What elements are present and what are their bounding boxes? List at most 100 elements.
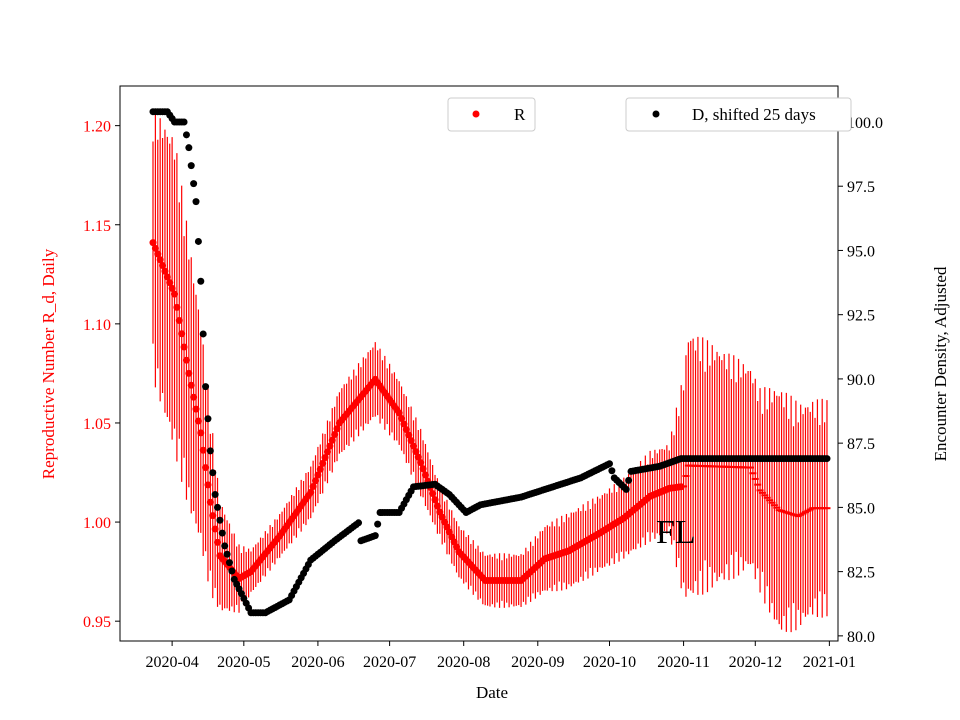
r-point <box>316 465 324 473</box>
r-point <box>321 454 329 462</box>
r-point <box>410 442 418 450</box>
r-point <box>214 538 222 546</box>
legend-r: R <box>447 97 536 132</box>
r-point <box>163 273 171 281</box>
d-point <box>218 529 226 537</box>
r-point <box>182 356 190 364</box>
r-point <box>171 290 179 298</box>
r-point <box>412 448 420 456</box>
x-tick-label: 2020-06 <box>291 654 344 671</box>
d-point <box>206 447 214 455</box>
r-point <box>309 483 317 491</box>
x-tick-label: 2020-10 <box>583 654 636 671</box>
r-point <box>206 498 214 506</box>
d-point <box>194 237 202 245</box>
d-point <box>180 118 188 126</box>
r-point <box>312 477 320 485</box>
r-point <box>326 442 334 450</box>
r-point <box>431 496 439 504</box>
y-tick-label-left: 1.10 <box>83 317 111 334</box>
r-point <box>161 267 169 275</box>
r-point <box>175 317 183 325</box>
d-point <box>204 415 212 423</box>
r-point <box>149 239 157 247</box>
r-point <box>180 343 188 351</box>
d-point <box>190 180 198 188</box>
r-point <box>185 369 193 377</box>
y-tick-label-right: 87.5 <box>847 436 875 453</box>
r-point <box>421 471 429 479</box>
y-tick-label-left: 0.95 <box>83 614 111 631</box>
r-point <box>417 459 425 467</box>
d-point <box>622 485 630 493</box>
axis-ticks: 2020-04 2020-05 2020-06 2020-07 2020-08 2020-… <box>83 115 883 671</box>
r-point <box>331 431 339 439</box>
d-point <box>214 503 222 511</box>
legend-d-marker <box>652 110 660 118</box>
y-tick-label-right: 95.0 <box>847 243 875 260</box>
r-point <box>211 525 219 533</box>
r-point <box>328 436 336 444</box>
d-point <box>211 491 219 499</box>
y-tick-label-left: 1.00 <box>83 515 111 532</box>
r-point <box>204 481 212 489</box>
d-point <box>355 519 363 527</box>
r-point <box>307 488 315 496</box>
d-point <box>187 162 195 170</box>
r-point <box>405 431 413 439</box>
d-point <box>625 476 633 484</box>
d-point <box>228 567 236 575</box>
plot-marks <box>149 108 831 633</box>
y-tick-label-left: 1.15 <box>83 218 111 235</box>
r-point <box>419 465 427 473</box>
d-point <box>223 550 231 558</box>
legend-r-marker <box>472 110 480 118</box>
x-tick-label: 2020-12 <box>729 654 782 671</box>
d-point <box>209 469 217 477</box>
r-point <box>407 437 415 445</box>
r-point <box>197 429 205 437</box>
y-axis-label-left: Reproductive Number R_d, Daily <box>39 248 58 479</box>
r-point <box>323 448 331 456</box>
x-tick-label: 2020-04 <box>145 654 198 671</box>
x-tick-label: 2020-05 <box>217 654 270 671</box>
r-point <box>414 453 422 461</box>
legend-r-label: R <box>514 105 526 124</box>
d-point <box>374 520 382 528</box>
r-point <box>168 284 176 292</box>
legend-d: D, shifted 25 days <box>625 97 852 132</box>
y-axis-label-right: Encounter Density, Adjusted <box>931 266 950 461</box>
d-point <box>192 198 200 206</box>
d-point <box>225 559 233 567</box>
r-point <box>402 426 410 434</box>
x-tick-label: 2020-11 <box>657 654 710 671</box>
d-point <box>199 330 207 338</box>
d-point <box>185 144 193 152</box>
d-point <box>182 131 190 139</box>
r-point <box>398 415 406 423</box>
r-point <box>429 490 437 498</box>
r-point <box>154 250 162 258</box>
r-point <box>319 459 327 467</box>
d-point <box>371 532 379 540</box>
y-tick-label-right: 80.0 <box>847 629 875 646</box>
r-point <box>166 279 174 287</box>
d-point <box>605 460 613 468</box>
y-tick-label-right: 85.0 <box>847 500 875 517</box>
r-point <box>209 512 217 520</box>
annotation-fl: FL <box>656 514 696 551</box>
y-tick-label-left: 1.05 <box>83 416 111 433</box>
y-tick-label-right: 90.0 <box>847 372 875 389</box>
r-point <box>192 405 200 413</box>
r-point <box>190 393 198 401</box>
d-point <box>823 455 831 463</box>
x-tick-label: 2021-01 <box>803 654 856 671</box>
d-point <box>202 383 210 391</box>
r-point <box>333 425 341 433</box>
y-tick-label-right: 100.0 <box>847 115 883 132</box>
r-point <box>199 446 207 454</box>
r-point <box>159 261 167 269</box>
d-point <box>608 467 616 475</box>
d-point <box>221 542 229 550</box>
